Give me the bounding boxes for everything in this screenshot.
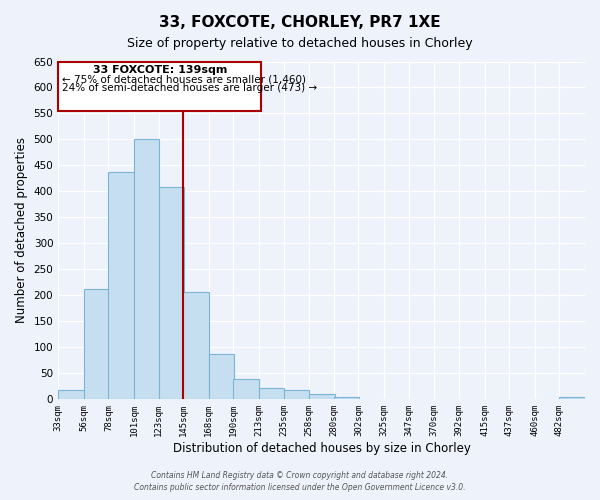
Text: 33, FOXCOTE, CHORLEY, PR7 1XE: 33, FOXCOTE, CHORLEY, PR7 1XE xyxy=(159,15,441,30)
Text: 33 FOXCOTE: 139sqm: 33 FOXCOTE: 139sqm xyxy=(92,65,227,75)
Bar xyxy=(84,288,109,400)
Bar xyxy=(233,378,259,400)
Bar xyxy=(559,398,584,400)
Bar xyxy=(310,394,335,400)
Bar xyxy=(259,388,284,400)
X-axis label: Distribution of detached houses by size in Chorley: Distribution of detached houses by size … xyxy=(173,442,470,455)
Y-axis label: Number of detached properties: Number of detached properties xyxy=(15,138,28,324)
Bar xyxy=(334,396,359,400)
Bar xyxy=(284,390,309,400)
Bar xyxy=(209,354,234,400)
Text: ← 75% of detached houses are smaller (1,460): ← 75% of detached houses are smaller (1,… xyxy=(62,74,305,85)
Bar xyxy=(158,188,184,400)
Text: 24% of semi-detached houses are larger (473) →: 24% of semi-detached houses are larger (… xyxy=(62,84,317,94)
Bar xyxy=(183,292,209,400)
Bar xyxy=(134,140,160,400)
Bar xyxy=(58,390,83,400)
Bar xyxy=(109,172,134,400)
FancyBboxPatch shape xyxy=(58,62,262,111)
Text: Contains HM Land Registry data © Crown copyright and database right 2024.
Contai: Contains HM Land Registry data © Crown c… xyxy=(134,471,466,492)
Text: Size of property relative to detached houses in Chorley: Size of property relative to detached ho… xyxy=(127,38,473,51)
